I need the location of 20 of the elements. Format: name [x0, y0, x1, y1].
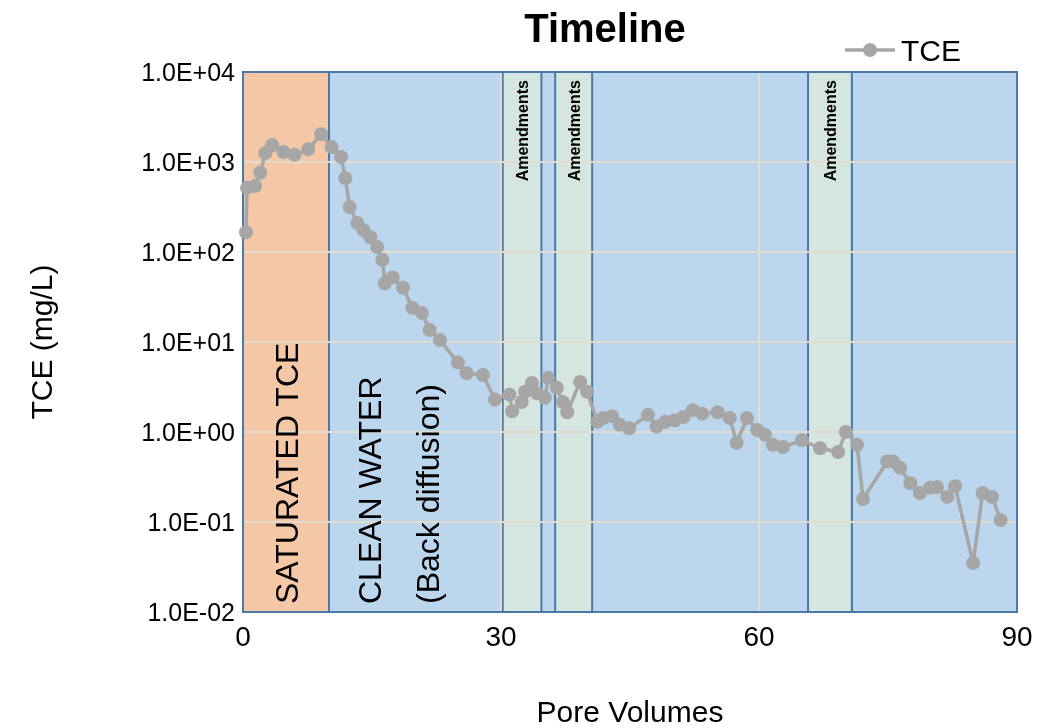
y-tick-label: 1.0E+03 — [141, 148, 235, 176]
band-label: SATURATED TCE — [269, 342, 305, 604]
legend-label: TCE — [901, 33, 961, 67]
x-tick-label: 60 — [743, 621, 775, 652]
y-axis-title: TCE (mg/L) — [25, 264, 58, 420]
x-tick-label: 90 — [1001, 621, 1033, 652]
x-tick-label: 30 — [485, 621, 517, 652]
band-label: Amendments — [821, 79, 839, 182]
y-tick-label: 1.0E+01 — [141, 328, 235, 356]
chart-title: Timeline — [524, 6, 686, 50]
y-tick-label: 1.0E-02 — [147, 598, 235, 626]
x-tick-label: 0 — [235, 621, 251, 652]
y-tick-label: 1.0E+00 — [141, 418, 235, 446]
y-tick-label: 1.0E+02 — [141, 238, 235, 266]
band-label: Amendments — [514, 79, 532, 182]
band-label: CLEAN WATER (Back diffusion) — [352, 376, 446, 604]
band-label: Amendments — [565, 79, 583, 182]
y-tick-label: 1.0E-01 — [147, 508, 235, 536]
x-axis-title: Pore Volumes — [536, 695, 724, 728]
y-tick-label: 1.0E+04 — [141, 58, 236, 86]
